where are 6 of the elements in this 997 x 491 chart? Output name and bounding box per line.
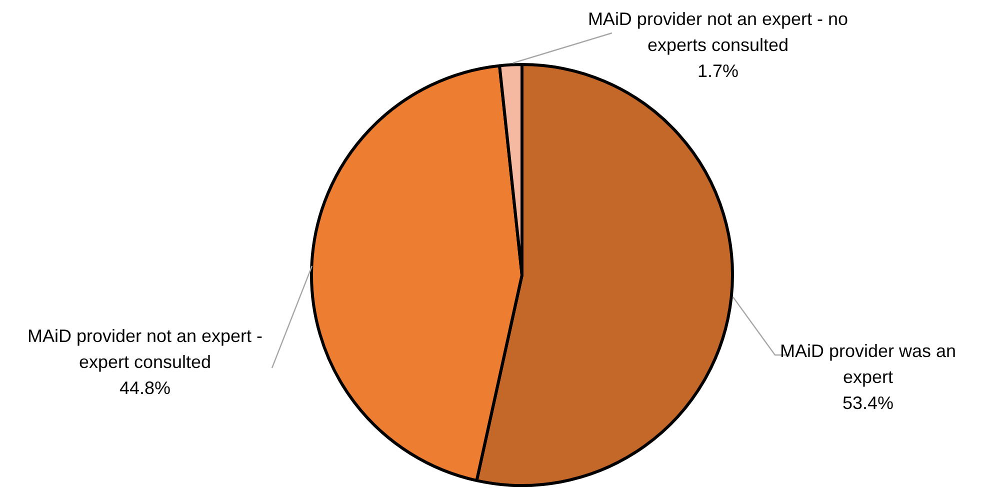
- data-label: 53.4%: [842, 392, 894, 413]
- slice-label: MAiD provider was an expert: [780, 340, 956, 387]
- slice-label: MAiD provider not an expert - expert consulted: [27, 326, 263, 372]
- data-label: 1.7%: [697, 60, 739, 81]
- data-label: 44.8%: [119, 378, 171, 398]
- slice-label: MAiD provider not an expert - no experts consulted: [588, 8, 848, 55]
